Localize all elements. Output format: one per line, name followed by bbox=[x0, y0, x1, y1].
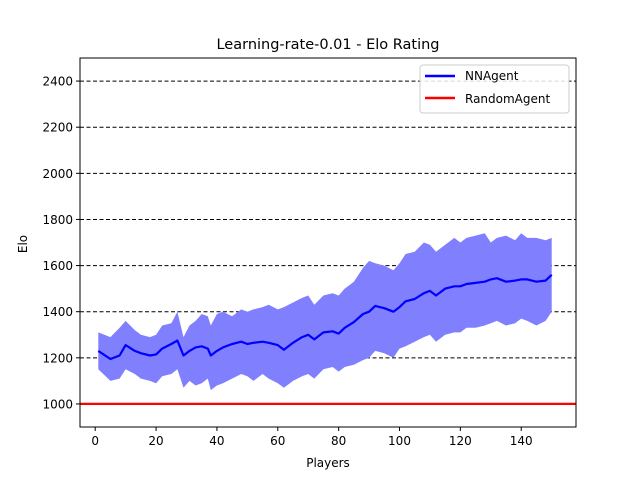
x-tick-label: 100 bbox=[388, 434, 411, 448]
x-tick-label: 0 bbox=[91, 434, 99, 448]
y-tick-label: 2400 bbox=[42, 75, 73, 89]
x-tick-label: 20 bbox=[148, 434, 163, 448]
y-axis-label: Elo bbox=[16, 235, 30, 253]
y-tick-label: 1400 bbox=[42, 305, 73, 319]
y-tick-label: 1600 bbox=[42, 259, 73, 273]
nnagent-confidence-band bbox=[98, 233, 552, 391]
y-tick-label: 1000 bbox=[42, 397, 73, 411]
x-tick-label: 60 bbox=[270, 434, 285, 448]
y-tick-label: 2000 bbox=[42, 167, 73, 181]
series-line-nnagent bbox=[97, 274, 553, 361]
x-tick-label: 120 bbox=[449, 434, 472, 448]
x-tick-label: 140 bbox=[510, 434, 533, 448]
legend-label-randomagent: RandomAgent bbox=[465, 92, 550, 106]
band-area bbox=[98, 233, 552, 391]
legend: NNAgent RandomAgent bbox=[419, 64, 570, 114]
x-axis-ticks: 0 20 40 60 80 100 120 140 bbox=[91, 427, 533, 448]
series-lines bbox=[80, 274, 576, 405]
axes-frame bbox=[79, 57, 577, 428]
x-axis-label: Players bbox=[306, 456, 350, 470]
y-tick-label: 1800 bbox=[42, 213, 73, 227]
y-axis-ticks: 1000 1200 1400 1600 1800 2000 2200 2400 bbox=[42, 75, 80, 411]
legend-label-nnagent: NNAgent bbox=[465, 69, 519, 83]
y-tick-label: 1200 bbox=[42, 351, 73, 365]
y-tick-label: 2200 bbox=[42, 121, 73, 135]
plot-frame bbox=[79, 57, 577, 428]
x-tick-label: 40 bbox=[209, 434, 224, 448]
chart-title: Learning-rate-0.01 - Elo Rating bbox=[216, 37, 439, 53]
legend-box bbox=[419, 64, 570, 114]
x-tick-label: 80 bbox=[331, 434, 346, 448]
